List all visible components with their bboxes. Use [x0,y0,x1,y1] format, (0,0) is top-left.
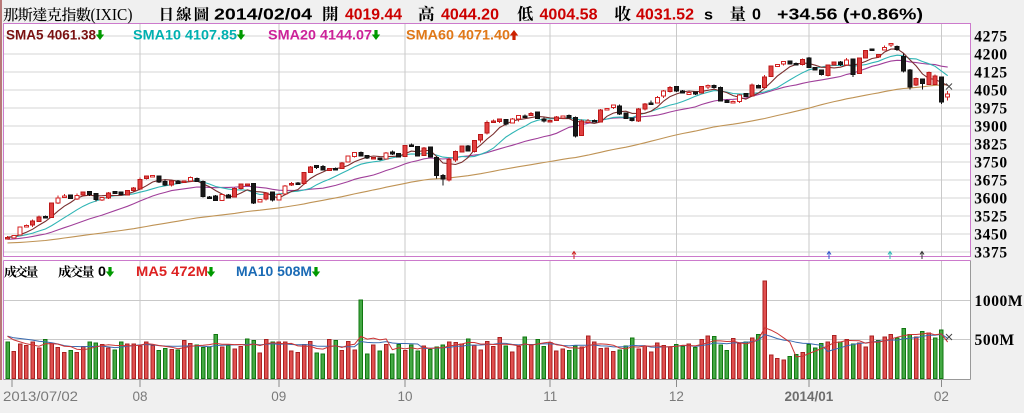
svg-text:MA10 508M: MA10 508M [236,264,312,279]
svg-text:MA5 472M: MA5 472M [136,264,208,279]
svg-text:(IXIC): (IXIC) [91,5,133,24]
svg-text:4004.58: 4004.58 [540,7,598,24]
svg-text:1000M: 1000M [975,293,1024,310]
svg-text:3825: 3825 [974,136,1007,153]
svg-text:3975: 3975 [974,100,1007,117]
svg-text:+34.56 (+0.86%): +34.56 (+0.86%) [777,7,923,24]
svg-text:3900: 3900 [974,118,1007,135]
svg-text:2014/02/04: 2014/02/04 [214,7,312,24]
svg-text:2013/07/02: 2013/07/02 [3,389,78,404]
svg-text:3675: 3675 [974,172,1007,189]
svg-text:0: 0 [98,264,106,279]
svg-text:SMA10 4107.85: SMA10 4107.85 [133,28,238,43]
svg-text:4050: 4050 [974,82,1007,99]
svg-text:11: 11 [543,389,557,404]
svg-text:12: 12 [669,389,684,404]
svg-text:0: 0 [752,7,761,24]
svg-text:3750: 3750 [974,154,1007,171]
svg-text:3525: 3525 [974,208,1007,225]
svg-text:4031.52: 4031.52 [636,7,694,24]
svg-text:3450: 3450 [974,226,1007,243]
svg-text:SMA5 4061.38: SMA5 4061.38 [6,28,96,43]
svg-text:SMA20 4144.07: SMA20 4144.07 [268,28,372,43]
svg-text:500M: 500M [975,332,1015,349]
svg-text:3375: 3375 [974,244,1007,261]
svg-text:3600: 3600 [974,190,1007,207]
svg-text:4200: 4200 [974,46,1007,63]
svg-text:02: 02 [934,389,949,404]
svg-text:SMA60 4071.40: SMA60 4071.40 [406,28,510,43]
svg-text:4019.44: 4019.44 [345,7,402,24]
svg-text:4044.20: 4044.20 [441,7,499,24]
svg-text:09: 09 [271,389,286,404]
svg-text:4125: 4125 [974,64,1007,81]
svg-text:10: 10 [397,389,412,404]
svg-text:s: s [704,7,713,24]
svg-text:4275: 4275 [974,28,1007,45]
svg-text:2014/01: 2014/01 [784,389,833,404]
svg-text:08: 08 [132,389,147,404]
